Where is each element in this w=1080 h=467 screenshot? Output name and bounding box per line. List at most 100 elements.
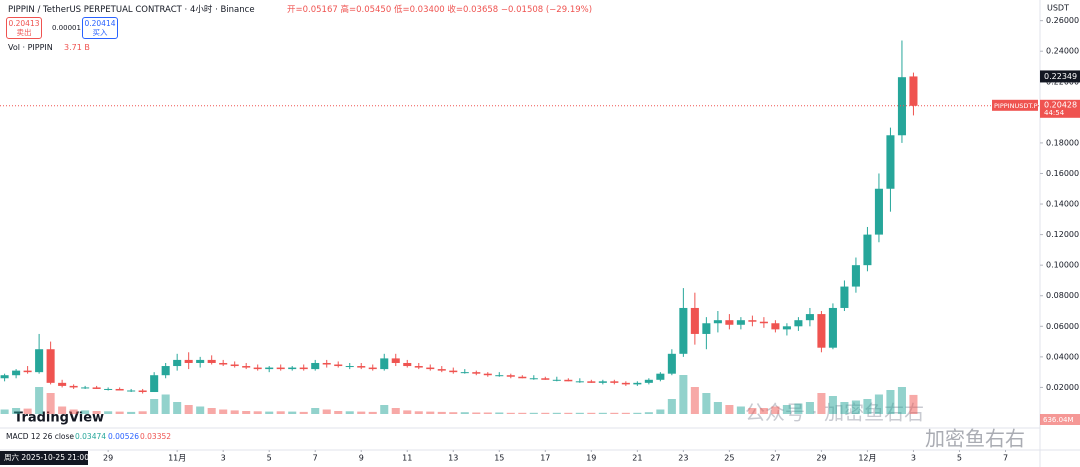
- volume-bar: [495, 412, 504, 414]
- volume-bar: [725, 405, 734, 414]
- candle-body: [897, 77, 906, 136]
- candle-body: [173, 359, 182, 367]
- volume-bar: [541, 412, 550, 414]
- watermark: 加密鱼右右: [925, 427, 1025, 451]
- volume-bar: [886, 390, 895, 414]
- volume-label: 636.04M: [1043, 416, 1074, 424]
- volume-bar: [644, 412, 653, 414]
- volume-bar: [736, 406, 745, 414]
- y-tick-label: 0.24000: [1046, 47, 1079, 56]
- candle-body: [805, 314, 814, 321]
- volume-bar: [242, 411, 251, 414]
- volume-bar: [575, 412, 584, 414]
- volume-bar: [702, 393, 711, 414]
- candle-body: [828, 307, 837, 348]
- y-tick-label: 0.02000: [1046, 383, 1079, 392]
- volume-bar: [794, 403, 803, 414]
- candle-body: [184, 359, 193, 363]
- volume-bar: [437, 411, 446, 414]
- volume-bar: [12, 408, 21, 414]
- candle-body: [230, 364, 239, 367]
- candle-body: [575, 381, 584, 383]
- candle-body: [817, 314, 826, 348]
- x-tick-label: 3: [911, 454, 916, 463]
- cursor-time-tag: [0, 451, 88, 465]
- candle-body: [874, 188, 883, 235]
- spread: 0.00001: [52, 24, 81, 32]
- macd-value: 0.00526: [108, 432, 140, 441]
- candle-body: [12, 370, 21, 376]
- last-price-tag: [1040, 99, 1080, 118]
- volume-bar: [782, 405, 791, 414]
- volume-bar: [564, 412, 573, 414]
- x-tick-label: 17: [540, 454, 550, 463]
- candle-body: [437, 369, 446, 371]
- volume-bar: [460, 412, 469, 414]
- candle-body: [0, 375, 9, 379]
- buy-button[interactable]: 0.20414 买入: [82, 17, 118, 39]
- candle-body: [621, 382, 630, 385]
- volume-bar: [403, 410, 412, 414]
- candle-body: [150, 375, 159, 393]
- volume-bar: [610, 412, 619, 414]
- y-tick-label: 0.14000: [1046, 200, 1079, 209]
- y-tick-label: 0.08000: [1046, 291, 1079, 300]
- candle-body: [92, 387, 101, 389]
- x-tick-label: 25: [724, 454, 734, 463]
- volume-bar: [345, 411, 354, 414]
- volume-bar: [299, 411, 308, 414]
- candle-body: [713, 320, 722, 324]
- volume-bar: [518, 412, 527, 414]
- volume-bar: [863, 399, 872, 414]
- volume-bar: [897, 387, 906, 414]
- x-tick-label: 12月: [858, 454, 876, 463]
- x-tick-label: 7: [1003, 454, 1008, 463]
- x-tick-label: 29: [103, 454, 113, 463]
- volume-bar: [828, 396, 837, 414]
- candle-body: [345, 366, 354, 368]
- candle-body: [69, 385, 78, 388]
- candle-body: [506, 375, 515, 377]
- x-tick-label: 19: [586, 454, 596, 463]
- volume-bar: [288, 411, 297, 414]
- candle-body: [368, 367, 377, 370]
- symbol-tag: [992, 99, 1038, 111]
- symbol-tag-label: PIPPINUSDT.P: [994, 102, 1038, 110]
- candle-body: [207, 359, 216, 363]
- candle-body: [667, 353, 676, 374]
- volume-bar: [506, 412, 515, 414]
- volume-bar: [334, 411, 343, 414]
- volume-bar: [679, 375, 688, 414]
- candle-body: [127, 390, 136, 392]
- volume-bar: [0, 409, 9, 414]
- x-tick-label: 13: [448, 454, 458, 463]
- sell-button[interactable]: 0.20413 卖出: [6, 17, 42, 39]
- candle-body: [288, 367, 297, 370]
- candle-body: [587, 381, 596, 383]
- candle-body: [35, 349, 44, 373]
- candle-body: [495, 375, 504, 377]
- volume-bar: [483, 412, 492, 414]
- candle-body: [518, 376, 527, 379]
- volume-bar: [633, 412, 642, 414]
- candle-body: [782, 326, 791, 330]
- buy-label: 买入: [92, 28, 108, 37]
- candle-body: [115, 388, 124, 391]
- volume-bar: [322, 409, 331, 414]
- volume-bar: [311, 408, 320, 414]
- volume-bar: [219, 409, 228, 414]
- volume-bar: [173, 402, 182, 414]
- candle-body: [403, 362, 412, 367]
- volume-bar: [759, 408, 768, 414]
- x-tick-label: 5: [267, 454, 272, 463]
- volume-bar: [449, 412, 458, 414]
- candle-body: [610, 381, 619, 383]
- volume-bar: [150, 399, 159, 414]
- candle-body: [81, 387, 90, 389]
- candle-body: [334, 364, 343, 367]
- volume-bar: [184, 405, 193, 414]
- sell-label: 卖出: [16, 28, 32, 37]
- candle-body: [253, 367, 262, 370]
